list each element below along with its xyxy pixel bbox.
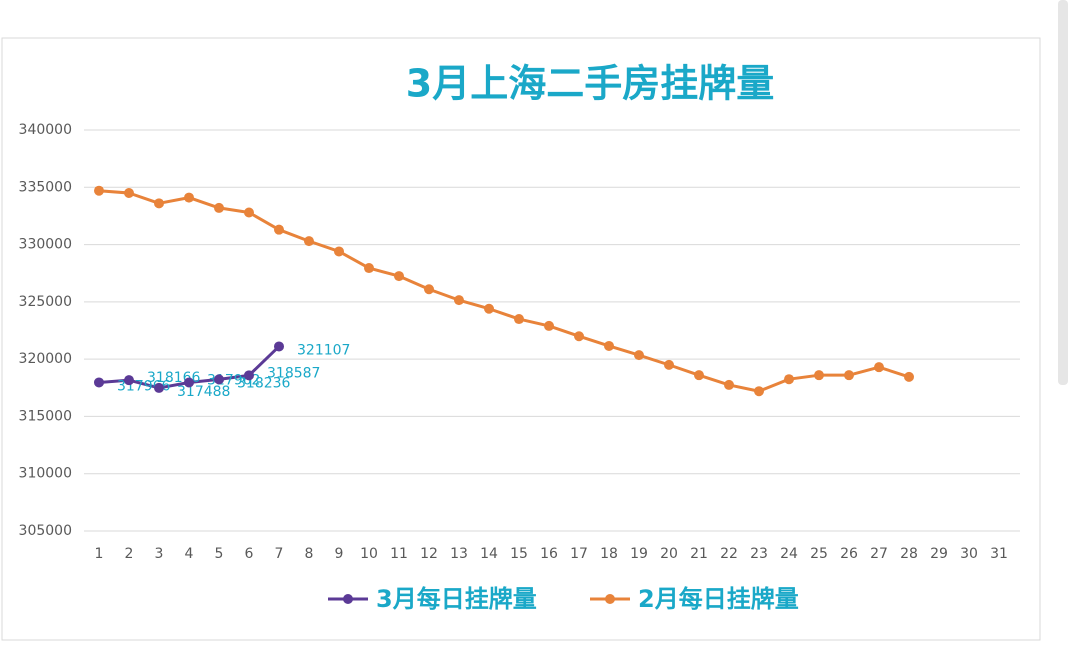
marker	[484, 303, 494, 314]
x-tick-label: 14	[480, 546, 498, 562]
x-tick-label: 9	[335, 546, 344, 562]
x-tick-label: 26	[840, 546, 858, 562]
x-tick-label: 24	[780, 546, 798, 562]
x-tick-label: 4	[185, 546, 194, 562]
marker	[244, 370, 254, 381]
marker	[574, 331, 584, 342]
x-tick-label: 23	[750, 546, 768, 562]
marker	[124, 375, 134, 386]
marker	[244, 207, 254, 218]
marker	[94, 185, 104, 196]
marker	[454, 295, 464, 306]
marker	[274, 341, 284, 352]
scrollbar	[1058, 0, 1068, 385]
chart-frame	[1, 37, 1041, 641]
y-tick-label: 335000	[19, 179, 72, 195]
marker	[514, 314, 524, 325]
marker	[184, 192, 194, 203]
x-tick-label: 1	[95, 546, 104, 562]
marker	[904, 371, 914, 382]
marker	[694, 370, 704, 381]
y-tick-label: 315000	[19, 408, 72, 424]
marker	[214, 374, 224, 385]
x-tick-label: 20	[660, 546, 678, 562]
x-tick-label: 27	[870, 546, 888, 562]
x-tick-label: 17	[570, 546, 588, 562]
x-tick-label: 22	[720, 546, 738, 562]
marker	[94, 377, 104, 388]
x-tick-label: 10	[360, 546, 378, 562]
x-tick-label: 12	[420, 546, 438, 562]
marker	[724, 379, 734, 390]
legend-marker	[343, 594, 353, 604]
x-tick-label: 7	[275, 546, 284, 562]
x-tick-label: 6	[245, 546, 254, 562]
marker	[784, 374, 794, 385]
x-tick-label: 28	[900, 546, 918, 562]
x-tick-label: 11	[390, 546, 408, 562]
marker	[304, 236, 314, 247]
y-tick-label: 310000	[19, 466, 72, 482]
y-tick-label: 320000	[19, 351, 72, 367]
data-label: 318587	[267, 365, 320, 381]
x-tick-label: 5	[215, 546, 224, 562]
data-label: 317488	[177, 384, 230, 400]
x-tick-label: 16	[540, 546, 558, 562]
marker	[754, 386, 764, 397]
marker	[124, 188, 134, 199]
marker	[394, 271, 404, 282]
marker	[334, 246, 344, 257]
marker	[184, 377, 194, 388]
marker	[814, 370, 824, 381]
marker	[154, 198, 164, 209]
x-tick-label: 18	[600, 546, 618, 562]
y-tick-label: 330000	[19, 237, 72, 253]
marker	[844, 370, 854, 381]
chart-title: 3月上海二手房挂牌量	[406, 62, 774, 106]
y-tick-label: 305000	[19, 523, 72, 539]
x-tick-label: 2	[125, 546, 134, 562]
y-tick-label: 340000	[19, 122, 72, 138]
marker	[214, 202, 224, 213]
legend-label: 3月每日挂牌量	[376, 585, 537, 613]
marker	[634, 350, 644, 361]
x-tick-label: 15	[510, 546, 528, 562]
marker	[544, 320, 554, 331]
x-tick-label: 3	[155, 546, 164, 562]
data-label: 321107	[297, 342, 350, 358]
legend-label: 2月每日挂牌量	[638, 585, 799, 613]
x-tick-label: 19	[630, 546, 648, 562]
marker	[424, 284, 434, 295]
marker	[274, 224, 284, 235]
x-tick-label: 13	[450, 546, 468, 562]
legend-marker	[605, 594, 615, 604]
marker	[604, 340, 614, 351]
x-tick-label: 30	[960, 546, 978, 562]
marker	[154, 382, 164, 393]
x-tick-label: 8	[305, 546, 314, 562]
y-tick-label: 325000	[19, 294, 72, 310]
x-tick-label: 29	[930, 546, 948, 562]
marker	[364, 263, 374, 274]
marker	[874, 362, 884, 373]
series-line	[98, 189, 910, 393]
x-tick-label: 21	[690, 546, 708, 562]
x-tick-label: 25	[810, 546, 828, 562]
marker	[664, 359, 674, 370]
x-tick-label: 31	[990, 546, 1008, 562]
